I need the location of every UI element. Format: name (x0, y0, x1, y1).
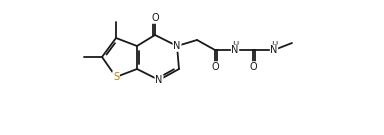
Text: N: N (231, 45, 239, 55)
Text: O: O (151, 13, 159, 23)
Text: N: N (270, 45, 278, 55)
Text: O: O (211, 62, 219, 72)
Text: H: H (271, 40, 277, 50)
Text: N: N (155, 75, 163, 85)
Text: H: H (232, 40, 238, 50)
Text: O: O (249, 62, 257, 72)
Text: S: S (113, 72, 119, 82)
Text: N: N (173, 41, 181, 51)
